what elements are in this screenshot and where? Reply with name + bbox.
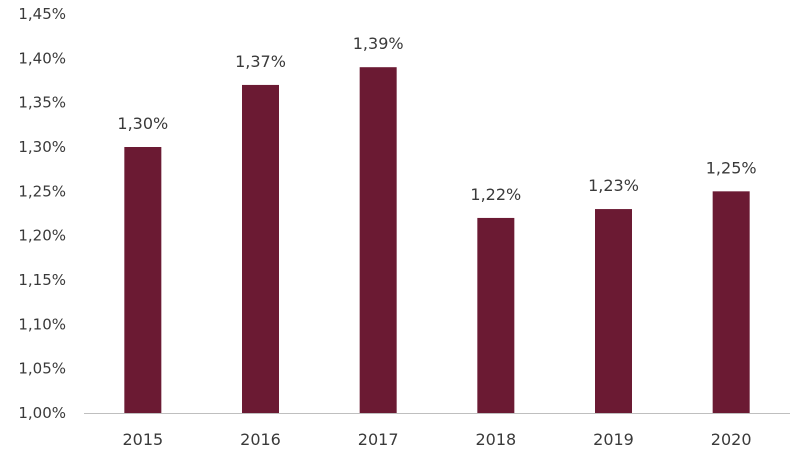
- data-label-2017: 1,39%: [353, 34, 404, 53]
- x-tick-label: 2018: [475, 430, 516, 449]
- bar-2019: [595, 209, 632, 413]
- y-tick-label: 1,00%: [18, 404, 66, 422]
- data-label-2019: 1,23%: [588, 176, 639, 195]
- data-label-2015: 1,30%: [117, 114, 168, 133]
- y-axis: 1,00% 1,05% 1,10% 1,15% 1,20% 1,25% 1,30% 1,35%…: [18, 5, 66, 422]
- bars: [124, 67, 750, 413]
- y-tick-label: 1,35%: [18, 94, 66, 112]
- data-labels: 1,30% 1,37% 1,39% 1,22% 1,23% 1,25%: [117, 34, 756, 204]
- y-tick-label: 1,30%: [18, 138, 66, 156]
- y-tick-label: 1,05%: [18, 360, 66, 378]
- bar-2016: [242, 84, 279, 413]
- y-tick-label: 1,20%: [18, 227, 66, 245]
- data-label-2018: 1,22%: [470, 185, 521, 204]
- x-tick-label: 2015: [122, 430, 163, 449]
- y-tick-label: 1,45%: [18, 5, 66, 23]
- bar-2015: [124, 147, 162, 413]
- y-tick-label: 1,15%: [18, 271, 66, 289]
- x-tick-label: 2016: [240, 430, 281, 449]
- x-axis: 2015 2016 2017 2018 2019 2020: [84, 413, 790, 449]
- y-tick-label: 1,10%: [18, 315, 66, 333]
- bar-2020: [712, 191, 750, 413]
- bar-2017: [359, 67, 397, 413]
- x-tick-label: 2019: [593, 430, 634, 449]
- data-label-2020: 1,25%: [706, 158, 757, 177]
- x-tick-label: 2020: [711, 430, 752, 449]
- y-tick-label: 1,40%: [18, 49, 66, 67]
- data-label-2016: 1,37%: [235, 52, 286, 71]
- bar-2018: [477, 217, 515, 413]
- x-tick-label: 2017: [358, 430, 399, 449]
- y-tick-label: 1,25%: [18, 182, 66, 200]
